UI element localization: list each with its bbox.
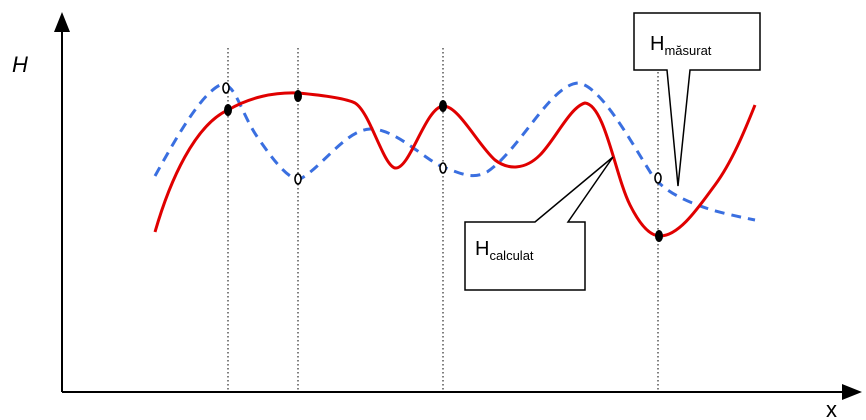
callout-measured: Hmăsurat (633, 12, 761, 187)
measured-point-1 (222, 82, 230, 94)
calculated-point-4 (655, 230, 663, 242)
y-axis-label: H (12, 52, 28, 77)
x-axis-arrow (842, 384, 862, 400)
calculated-points (224, 90, 663, 242)
measured-point-2 (294, 173, 302, 185)
measured-point-3 (439, 162, 447, 174)
callout-calculated-box (464, 156, 614, 291)
callout-measured-box (633, 12, 761, 187)
measurement-lines (227, 48, 659, 392)
callout-calculated-label: Hcalculat (475, 238, 534, 263)
callout-calculated-main: H (475, 238, 489, 260)
y-axis-arrow (54, 12, 70, 32)
callout-measured-label: Hmăsurat (650, 33, 712, 58)
callout-calculated: Hcalculat (464, 156, 614, 291)
measured-points (222, 82, 662, 185)
axes: H x (12, 12, 862, 420)
measured-curve (153, 81, 756, 222)
callout-calculated-sub: calculat (489, 248, 533, 263)
calculated-point-3 (439, 100, 447, 112)
callout-measured-sub: măsurat (664, 43, 711, 58)
calculated-point-1 (224, 104, 232, 116)
callout-measured-main: H (650, 33, 664, 55)
measured-point-4 (654, 172, 662, 184)
x-axis-label: x (826, 397, 837, 420)
calculated-point-2 (294, 90, 302, 102)
